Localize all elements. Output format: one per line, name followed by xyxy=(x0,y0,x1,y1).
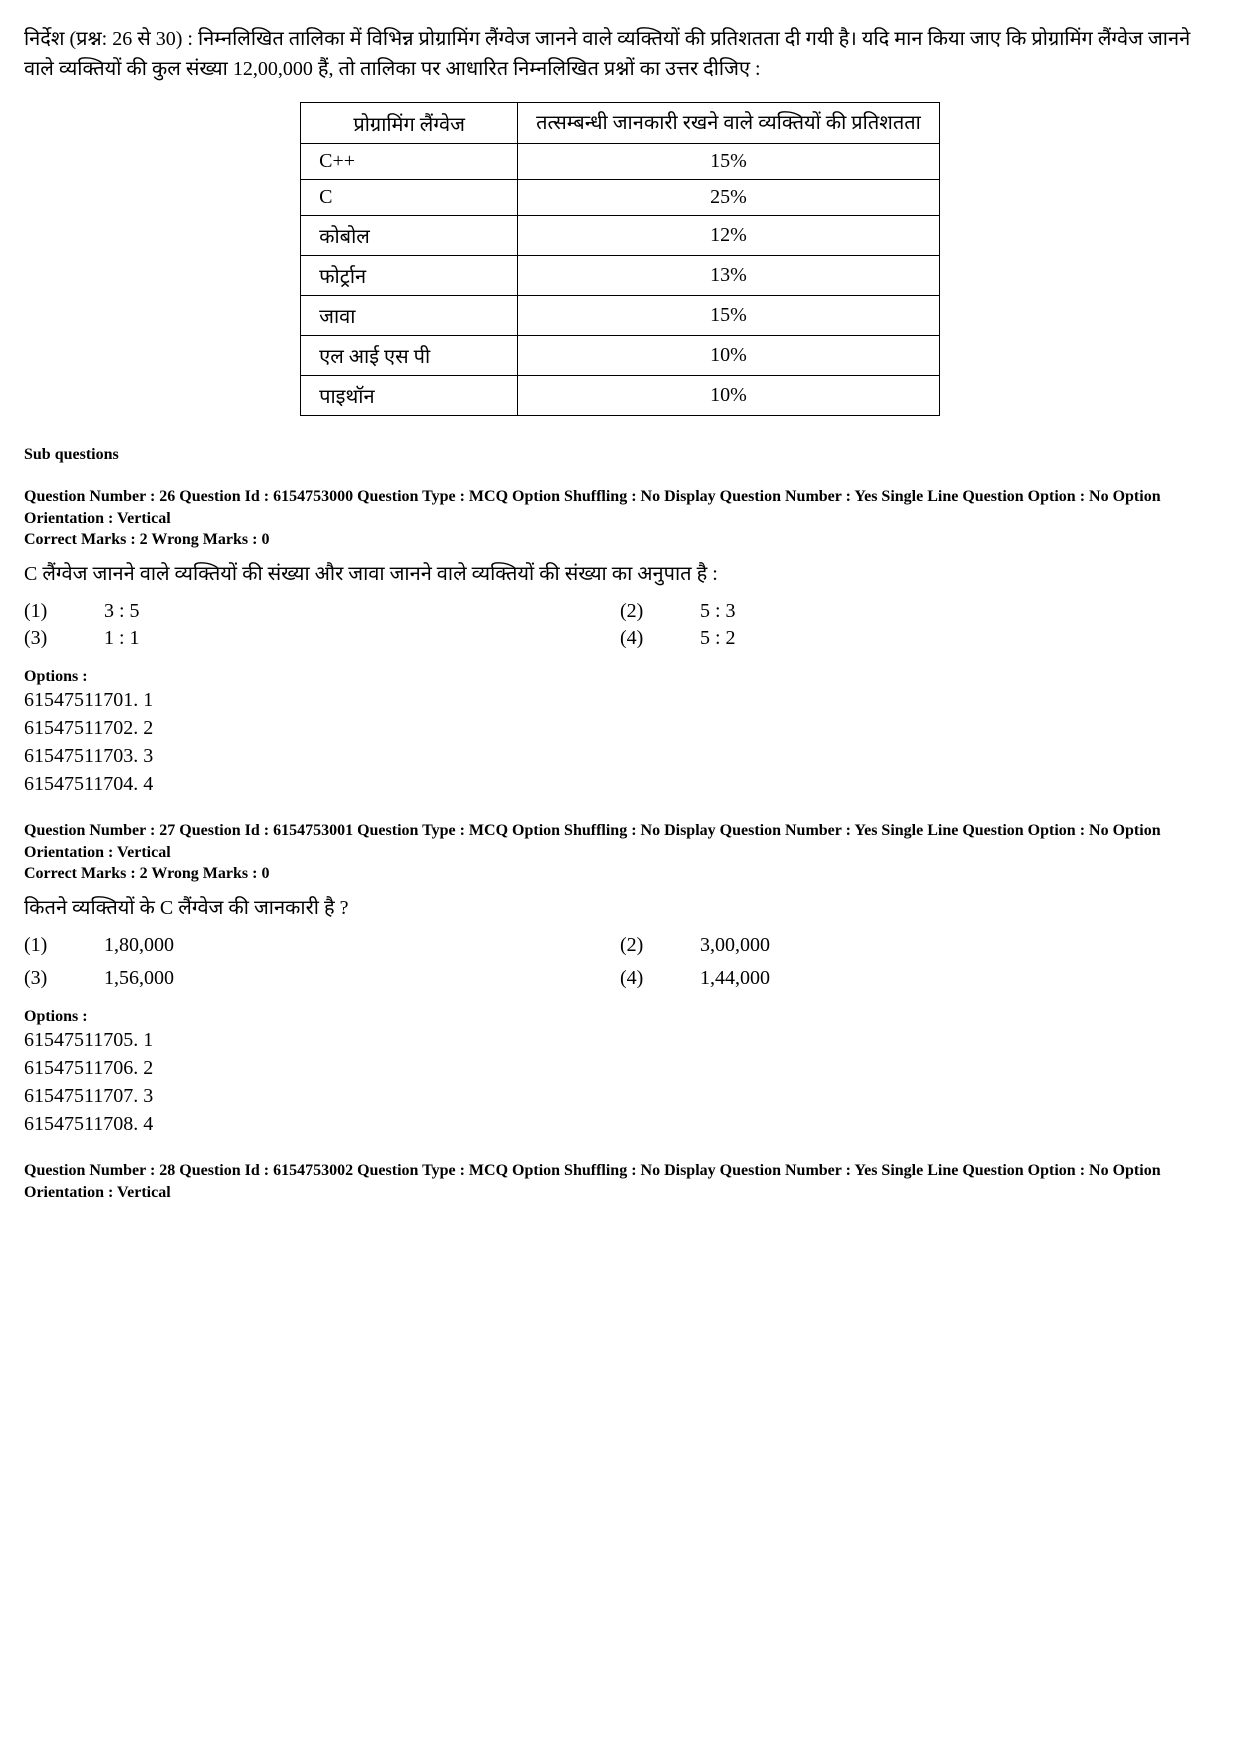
option-number: (3) xyxy=(24,627,84,650)
question-marks: Correct Marks : 2 Wrong Marks : 0 xyxy=(24,865,1216,883)
table-cell: C++ xyxy=(301,144,518,180)
table-row: एल आई एस पी10% xyxy=(301,336,940,376)
option: (1) 3 : 5 xyxy=(24,600,620,623)
option-row: (3) 1,56,000 (4) 1,44,000 xyxy=(24,967,1216,990)
option-number: (4) xyxy=(620,627,680,650)
option-value: 5 : 3 xyxy=(680,600,736,623)
option-value: 3,00,000 xyxy=(680,934,770,957)
option-value: 5 : 2 xyxy=(680,627,736,650)
directions-text: निर्देश (प्रश्न: 26 से 30) : निम्नलिखित … xyxy=(24,24,1216,84)
option-code: 61547511705. 1 xyxy=(24,1026,1216,1054)
option-code: 61547511708. 4 xyxy=(24,1110,1216,1138)
question-text: कितने व्यक्तियों के C लैंग्वेज की जानकार… xyxy=(24,893,1216,920)
table-cell: C xyxy=(301,180,518,216)
option-number: (3) xyxy=(24,967,84,990)
option: (2) 5 : 3 xyxy=(620,600,1216,623)
option-code: 61547511706. 2 xyxy=(24,1054,1216,1082)
question-meta: Question Number : 27 Question Id : 61547… xyxy=(24,820,1216,865)
question-meta: Question Number : 26 Question Id : 61547… xyxy=(24,486,1216,531)
option-number: (1) xyxy=(24,934,84,957)
option-code: 61547511703. 3 xyxy=(24,742,1216,770)
table-cell: 12% xyxy=(518,216,940,256)
option-value: 1,56,000 xyxy=(84,967,174,990)
table-row: पाइथॉन10% xyxy=(301,376,940,416)
option-code: 61547511702. 2 xyxy=(24,714,1216,742)
table-cell: 10% xyxy=(518,336,940,376)
option-number: (1) xyxy=(24,600,84,623)
option-code: 61547511701. 1 xyxy=(24,686,1216,714)
sub-questions-heading: Sub questions xyxy=(24,446,1216,464)
table-cell: पाइथॉन xyxy=(301,376,518,416)
option-code: 61547511704. 4 xyxy=(24,770,1216,798)
table-cell: फोर्ट्रान xyxy=(301,256,518,296)
table-cell: कोबोल xyxy=(301,216,518,256)
table-cell: 13% xyxy=(518,256,940,296)
options-heading: Options : xyxy=(24,668,1216,686)
table-header-row: प्रोग्रामिंग लैंग्वेज तत्सम्बन्धी जानकार… xyxy=(301,103,940,144)
table-cell: जावा xyxy=(301,296,518,336)
option-value: 1 : 1 xyxy=(84,627,140,650)
option-row: (1) 3 : 5 (2) 5 : 3 xyxy=(24,600,1216,623)
table-header-cell: तत्सम्बन्धी जानकारी रखने वाले व्यक्तियों… xyxy=(518,103,940,144)
option: (4) 5 : 2 xyxy=(620,627,1216,650)
table-row: जावा15% xyxy=(301,296,940,336)
option-row: (3) 1 : 1 (4) 5 : 2 xyxy=(24,627,1216,650)
option-code: 61547511707. 3 xyxy=(24,1082,1216,1110)
option-number: (2) xyxy=(620,600,680,623)
option: (2) 3,00,000 xyxy=(620,934,1216,957)
table-row: कोबोल12% xyxy=(301,216,940,256)
question-marks: Correct Marks : 2 Wrong Marks : 0 xyxy=(24,531,1216,549)
option-value: 3 : 5 xyxy=(84,600,140,623)
table-row: फोर्ट्रान13% xyxy=(301,256,940,296)
question-text: C लैंग्वेज जानने वाले व्यक्तियों की संख्… xyxy=(24,559,1216,586)
option-value: 1,80,000 xyxy=(84,934,174,957)
option-number: (2) xyxy=(620,934,680,957)
option: (1) 1,80,000 xyxy=(24,934,620,957)
data-table: प्रोग्रामिंग लैंग्वेज तत्सम्बन्धी जानकार… xyxy=(300,102,940,416)
option-row: (1) 1,80,000 (2) 3,00,000 xyxy=(24,934,1216,957)
table-cell: 15% xyxy=(518,296,940,336)
table-cell: 10% xyxy=(518,376,940,416)
option: (3) 1,56,000 xyxy=(24,967,620,990)
table-row: C++15% xyxy=(301,144,940,180)
option-number: (4) xyxy=(620,967,680,990)
option: (4) 1,44,000 xyxy=(620,967,1216,990)
table-cell: 15% xyxy=(518,144,940,180)
option: (3) 1 : 1 xyxy=(24,627,620,650)
option-value: 1,44,000 xyxy=(680,967,770,990)
table-cell: एल आई एस पी xyxy=(301,336,518,376)
table-header-cell: प्रोग्रामिंग लैंग्वेज xyxy=(301,103,518,144)
question-meta: Question Number : 28 Question Id : 61547… xyxy=(24,1160,1216,1205)
table-row: C25% xyxy=(301,180,940,216)
table-cell: 25% xyxy=(518,180,940,216)
options-heading: Options : xyxy=(24,1008,1216,1026)
